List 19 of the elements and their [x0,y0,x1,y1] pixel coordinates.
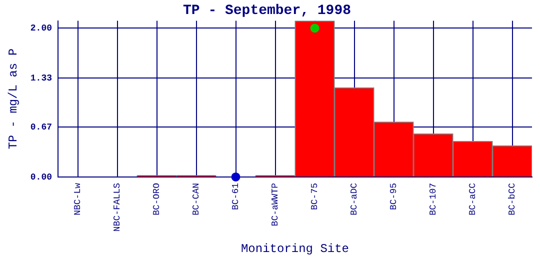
x-tick-label: BC-61 [231,182,242,210]
x-tick-label: BC-ORO [152,182,162,216]
x-tick-label: BC-aDC [350,182,360,216]
x-tick-label: BC-aWWTP [270,182,281,226]
y-tick-label: 1.33 [30,73,52,84]
x-tick-label: BC-107 [428,182,439,216]
y-axis-title: TP - mg/L as P [6,48,20,150]
x-tick-label: BC-bCC [508,182,518,216]
x-tick-label: BC-aCC [468,182,478,216]
x-tick-label: NBC-FALLS [112,182,123,232]
y-tick-label: 2.00 [30,24,52,34]
x-tick-label: BC-CAN [192,182,202,216]
x-tick-label: BC-95 [389,182,400,210]
x-tick-label: NBC-Lw [73,182,84,216]
x-axis-title: Monitoring Site [240,242,350,256]
chart-title: TP - September, 1998 [182,2,352,19]
x-tick-label: BC-75 [310,182,320,210]
y-tick-label: 0.67 [30,122,52,132]
y-tick-label: 0.00 [30,172,52,182]
